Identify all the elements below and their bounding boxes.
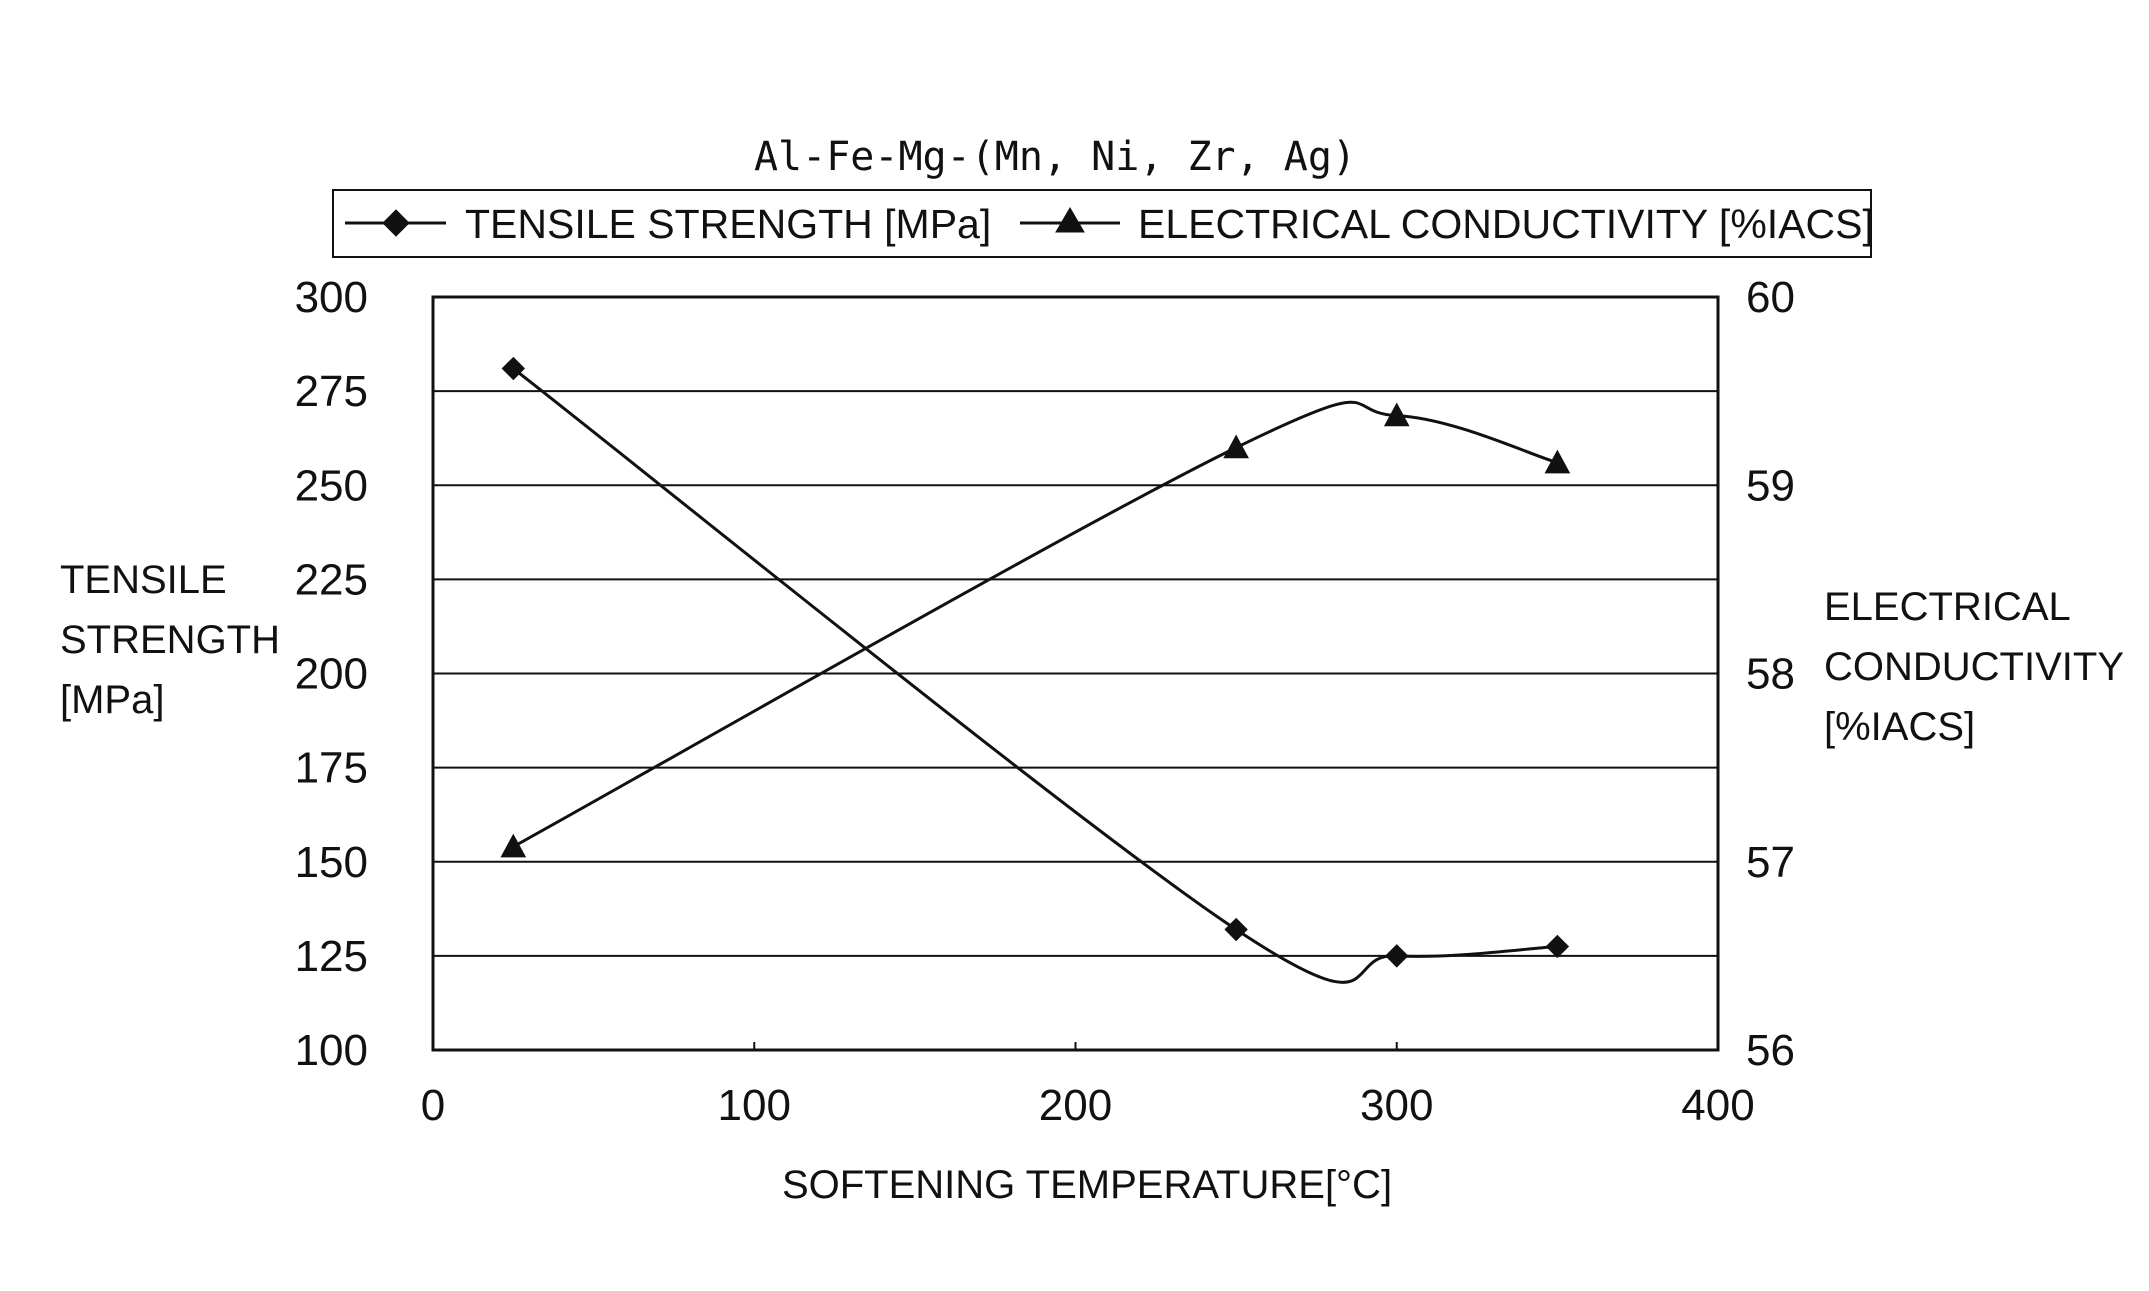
y-axis-left-ticks: 100 125 150 175 200 225 250 275 300: [295, 273, 368, 1075]
y-left-label-line-1: TENSILE: [60, 558, 227, 602]
y-left-tick-275: 275: [295, 367, 368, 416]
tensile-strength-point-350: [1546, 935, 1568, 957]
y-left-tick-100: 100: [295, 1026, 368, 1075]
electrical-conductivity-point-25: [501, 835, 525, 857]
x-tick-300: 300: [1360, 1081, 1433, 1130]
electrical-conductivity-point-350: [1545, 451, 1569, 473]
chart-svg: Al-Fe-Mg-(Mn, Ni, Zr, Ag) TENSILE STRENG…: [0, 0, 2149, 1291]
x-tick-0: 0: [421, 1081, 445, 1130]
y-left-tick-300: 300: [295, 273, 368, 322]
y-right-tick-56: 56: [1746, 1026, 1795, 1075]
x-tick-200: 200: [1039, 1081, 1112, 1130]
electrical-conductivity-point-250: [1224, 436, 1248, 458]
x-tick-100: 100: [718, 1081, 791, 1130]
y-right-tick-57: 57: [1746, 838, 1795, 887]
series-line-tensile-strength: [513, 369, 1557, 983]
legend-label-conductivity: ELECTRICAL CONDUCTIVITY [%IACS]: [1138, 201, 1874, 247]
x-axis-ticks: 0 100 200 300 400: [421, 1081, 1755, 1130]
y-left-label-line-3: [MPa]: [60, 678, 164, 722]
y-axis-left-label: TENSILE STRENGTH [MPa]: [60, 558, 280, 722]
y-left-tick-125: 125: [295, 932, 368, 981]
gridlines: [433, 391, 1718, 1050]
y-left-tick-250: 250: [295, 461, 368, 510]
x-tick-400: 400: [1681, 1081, 1754, 1130]
y-left-tick-150: 150: [295, 838, 368, 887]
y-right-label-line-2: CONDUCTIVITY: [1824, 645, 2124, 689]
y-right-tick-58: 58: [1746, 650, 1795, 699]
y-left-label-line-2: STRENGTH: [60, 618, 280, 662]
series-layer: [501, 358, 1569, 983]
y-right-label-line-1: ELECTRICAL: [1824, 585, 2071, 629]
y-left-tick-175: 175: [295, 744, 368, 793]
tensile-strength-point-250: [1225, 919, 1247, 941]
y-right-tick-60: 60: [1746, 273, 1795, 322]
legend-label-tensile: TENSILE STRENGTH [MPa]: [465, 201, 991, 247]
tensile-strength-point-300: [1386, 945, 1408, 967]
legend: TENSILE STRENGTH [MPa] ELECTRICAL CONDUC…: [333, 190, 1874, 257]
y-axis-right-label: ELECTRICAL CONDUCTIVITY [%IACS]: [1824, 585, 2124, 749]
y-axis-right-ticks: 56 57 58 59 60: [1746, 273, 1795, 1075]
y-right-label-line-3: [%IACS]: [1824, 705, 1975, 749]
x-axis-label: SOFTENING TEMPERATURE[°C]: [782, 1163, 1392, 1207]
y-left-tick-225: 225: [295, 555, 368, 604]
y-right-tick-59: 59: [1746, 461, 1795, 510]
chart-title: Al-Fe-Mg-(Mn, Ni, Zr, Ag): [754, 134, 1356, 180]
y-left-tick-200: 200: [295, 650, 368, 699]
